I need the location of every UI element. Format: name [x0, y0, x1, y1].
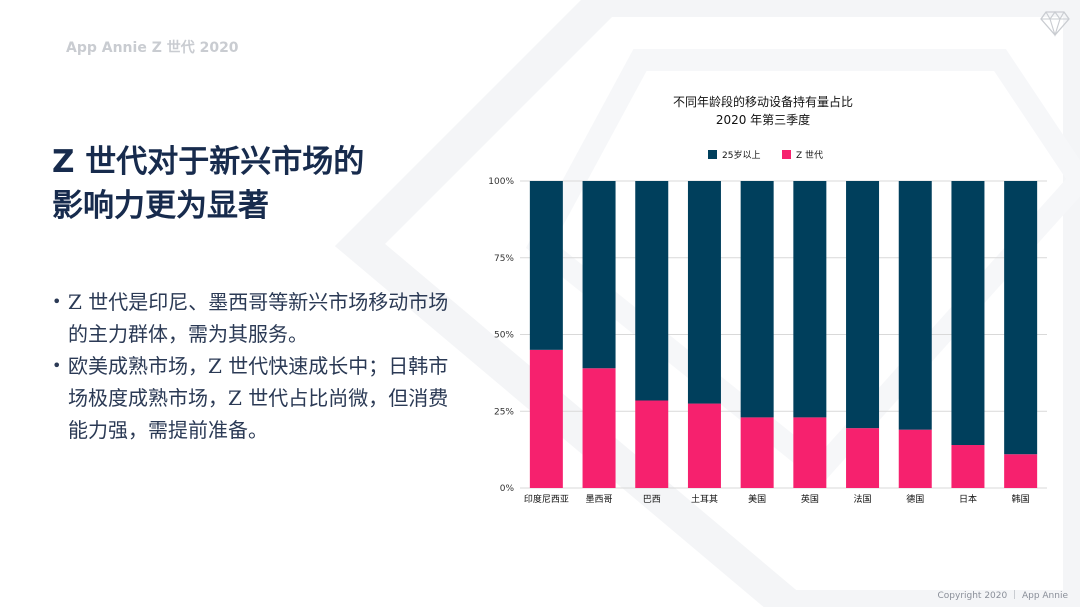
chart-title: 不同年龄段的移动设备持有量占比	[673, 94, 853, 109]
x-axis-labels: 印度尼西亚 墨西哥 巴西 土耳其 美国 英国 法国 德国 日本 韩国	[524, 493, 1030, 505]
bar-segment	[529, 349, 563, 488]
x-tick-label: 巴西	[643, 494, 661, 505]
brand-title: App Annie Z 世代 2020	[66, 40, 239, 56]
x-tick-label: 日本	[959, 493, 977, 505]
x-tick-label: 墨西哥	[586, 494, 613, 505]
x-tick-label: 土耳其	[691, 493, 718, 505]
headline: Z 世代对于新兴市场的 影响力更为显著	[52, 140, 452, 228]
legend-swatch	[708, 150, 717, 159]
diamond-icon	[1040, 11, 1070, 37]
y-axis-labels: 0% 25% 50% 75% 100%	[488, 177, 514, 494]
bar-segment	[740, 181, 774, 418]
chart-legend: 25岁以上 Z 世代	[708, 149, 823, 161]
y-tick-label: 100%	[488, 177, 514, 187]
stacked-bar-chart: 不同年龄段的移动设备持有量占比 2020 年第三季度 25岁以上 Z 世代 印度尼…	[488, 94, 1047, 505]
chart-bars	[529, 181, 1038, 488]
bar-segment	[635, 181, 669, 401]
bar-segment	[793, 417, 827, 488]
bullet-marker: •	[52, 356, 62, 375]
bar-segment	[846, 428, 880, 488]
bullet-marker: •	[52, 292, 62, 311]
bar-segment	[898, 429, 932, 488]
y-tick-label: 25%	[494, 407, 514, 417]
bullet-text: 欧美成熟市场，Z 世代快速成长中；日韩市场极度成熟市场，Z 世代占比尚微，但消费…	[68, 354, 449, 442]
bar-segment	[635, 400, 669, 488]
y-tick-label: 50%	[494, 331, 514, 341]
headline-line-2: 影响力更为显著	[52, 188, 269, 224]
bar-segment	[1004, 454, 1038, 488]
bar-segment	[582, 368, 616, 488]
bar-segment	[687, 403, 721, 488]
legend-label: Z 世代	[796, 149, 823, 161]
x-tick-label: 英国	[801, 493, 819, 505]
x-tick-label: 韩国	[1012, 493, 1030, 505]
bar-segment	[846, 181, 880, 429]
x-tick-label: 德国	[906, 493, 924, 505]
x-tick-label: 印度尼西亚	[524, 493, 569, 505]
bullet-item: • Z 世代是印尼、墨西哥等新兴市场移动市场的主力群体，需为其服务。	[50, 286, 450, 350]
chart-subtitle: 2020 年第三季度	[716, 112, 810, 127]
headline-line-1: Z 世代对于新兴市场的	[52, 144, 365, 180]
bar-segment	[740, 417, 774, 488]
bar-segment	[582, 181, 616, 369]
bullet-text: Z 世代是印尼、墨西哥等新兴市场移动市场的主力群体，需为其服务。	[68, 290, 449, 346]
x-tick-label: 法国	[854, 493, 872, 505]
bar-segment	[898, 181, 932, 430]
x-tick-label: 美国	[748, 493, 766, 505]
bullet-list: • Z 世代是印尼、墨西哥等新兴市场移动市场的主力群体，需为其服务。 • 欧美成…	[50, 286, 450, 446]
legend-label: 25岁以上	[722, 149, 760, 161]
footer-copyright: Copyright 2020 ｜ App Annie	[937, 591, 1068, 601]
y-tick-label: 75%	[494, 254, 514, 264]
bar-segment	[951, 445, 985, 488]
bar-segment	[529, 181, 563, 350]
bullet-item: • 欧美成熟市场，Z 世代快速成长中；日韩市场极度成熟市场，Z 世代占比尚微，但…	[50, 350, 450, 446]
bar-segment	[951, 181, 985, 446]
bar-segment	[793, 181, 827, 418]
bar-segment	[1004, 181, 1038, 455]
bar-segment	[687, 181, 721, 404]
legend-swatch	[782, 150, 791, 159]
y-tick-label: 0%	[500, 484, 515, 494]
